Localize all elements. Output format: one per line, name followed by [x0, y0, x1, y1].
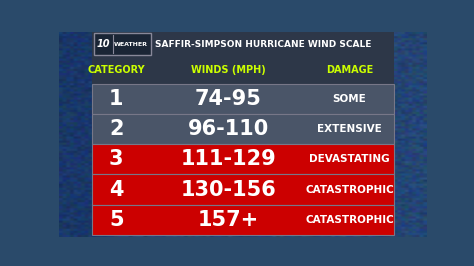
Bar — [92, 32, 393, 56]
Text: 157+: 157+ — [198, 210, 259, 230]
Bar — [92, 205, 393, 235]
Text: EXTENSIVE: EXTENSIVE — [317, 124, 382, 134]
Text: WINDS (MPH): WINDS (MPH) — [191, 65, 265, 75]
Text: SAFFIR-SIMPSON HURRICANE WIND SCALE: SAFFIR-SIMPSON HURRICANE WIND SCALE — [155, 40, 371, 49]
Text: CATEGORY: CATEGORY — [87, 65, 145, 75]
Text: 96-110: 96-110 — [188, 119, 269, 139]
Bar — [92, 56, 393, 84]
Bar — [92, 84, 393, 114]
Text: DAMAGE: DAMAGE — [326, 65, 373, 75]
Text: 4: 4 — [109, 180, 123, 200]
Text: 74-95: 74-95 — [195, 89, 262, 109]
Text: CATASTROPHIC: CATASTROPHIC — [305, 185, 394, 194]
Bar — [92, 144, 393, 174]
Text: WEATHER: WEATHER — [114, 42, 148, 47]
Text: 111-129: 111-129 — [180, 149, 276, 169]
Bar — [92, 174, 393, 205]
Text: CATASTROPHIC: CATASTROPHIC — [305, 215, 394, 225]
Bar — [94, 33, 151, 56]
Text: 10: 10 — [97, 39, 110, 49]
Text: 2: 2 — [109, 119, 123, 139]
Text: DEVASTATING: DEVASTATING — [309, 155, 390, 164]
Text: 130-156: 130-156 — [180, 180, 276, 200]
Bar — [92, 114, 393, 144]
Text: SOME: SOME — [333, 94, 366, 104]
Text: 5: 5 — [109, 210, 124, 230]
Text: 3: 3 — [109, 149, 123, 169]
Text: 1: 1 — [109, 89, 123, 109]
